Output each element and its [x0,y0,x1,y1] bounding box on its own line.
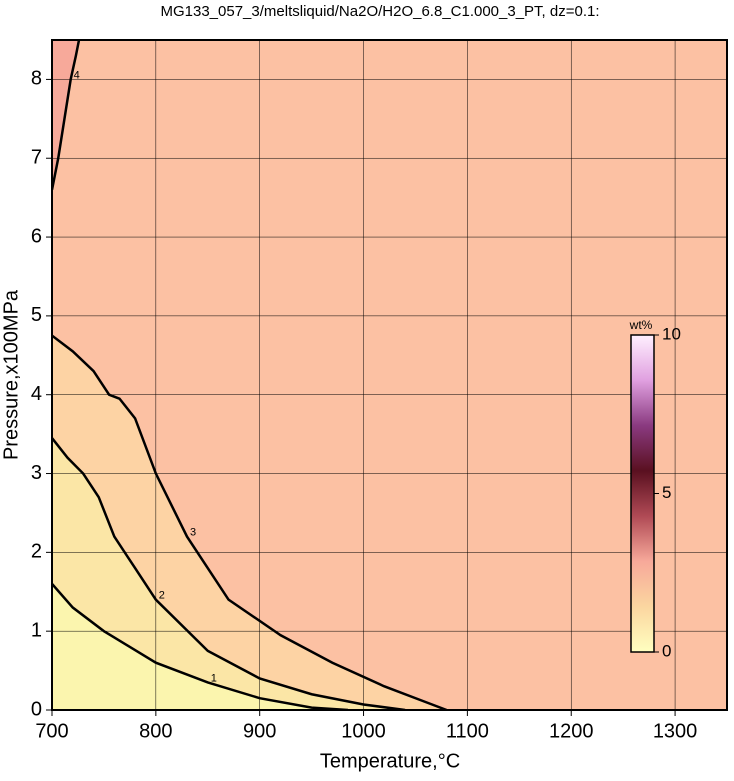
colorbar-tick-label: 10 [662,324,681,343]
y-tick-label: 3 [31,462,42,484]
x-tick-label: 1000 [341,720,386,742]
x-tick-label: 700 [35,720,68,742]
contour-label: 4 [74,69,80,81]
colorbar [630,334,655,653]
contour-label: 3 [190,526,196,538]
colorbar-label: wt% [629,318,653,332]
x-tick-label: 900 [243,720,276,742]
y-tick-label: 6 [31,225,42,247]
contour-line [52,40,81,191]
y-axis-label: Pressure,x100MPa [0,289,22,460]
y-tick-label: 0 [31,698,42,720]
colorbar-tick-label: 0 [662,641,671,660]
x-tick-label: 800 [139,720,172,742]
contour-line [52,334,448,710]
contour-line [52,583,349,710]
y-tick-label: 4 [31,383,42,405]
plot-frame [51,39,728,711]
contour-line [52,437,406,710]
y-tick-label: 1 [31,619,42,641]
chart-title: MG133_057_3/meltsliquid/Na2O/H2O_6.8_C1.… [160,3,599,20]
contour-label: 2 [159,590,165,602]
contour-fill [52,583,348,710]
y-tick-label: 7 [31,147,42,169]
y-tick-label: 2 [31,541,42,563]
x-tick-label: 1300 [653,720,698,742]
x-tick-label: 1200 [549,720,594,742]
plot-area: 4 3 2 1 [52,40,727,710]
y-tick-label: 8 [31,68,42,90]
x-axis-label: Temperature,°C [320,750,460,772]
y-tick-label: 5 [31,304,42,326]
contour-fill [52,438,406,710]
x-tick-label: 1100 [446,720,489,742]
colorbar-tick-label: 5 [662,483,671,502]
contour-label: 1 [211,672,217,684]
